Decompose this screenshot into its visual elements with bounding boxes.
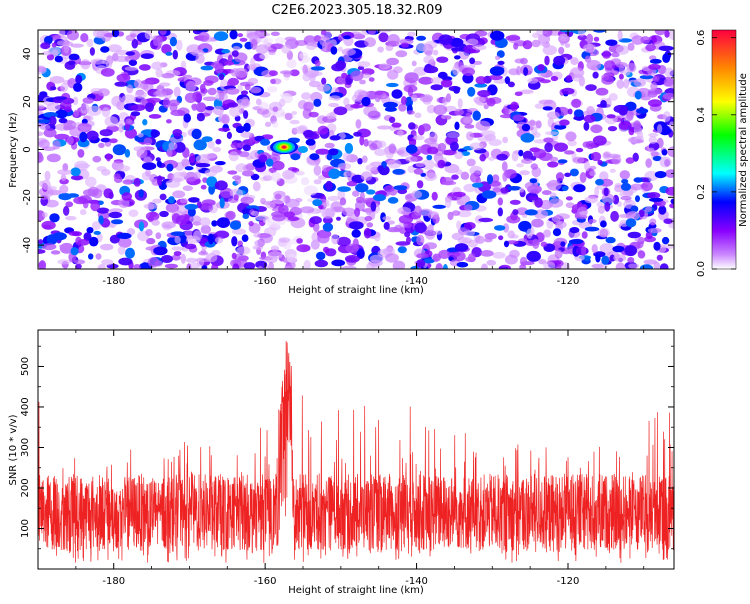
spectrogram-peak — [270, 140, 299, 155]
y-tick-label: 200 — [20, 478, 31, 497]
colorbar-ticks: 0.0 0.2 0.4 0.6 — [696, 30, 736, 277]
x-tick-label: -160 — [254, 576, 277, 587]
y-tick: 200 — [20, 478, 674, 498]
figure-title: C2E6.2023.305.18.32.R09 — [271, 3, 442, 18]
y-tick-label: -40 — [22, 237, 33, 253]
x-tick-label: -120 — [557, 576, 580, 587]
colorbar-tick: 0.0 — [696, 261, 736, 277]
snr-frame — [37, 329, 675, 570]
y-tick: -20 — [22, 189, 674, 205]
spectrogram-y-axis-label: Frequency (Hz) — [8, 112, 19, 188]
y-tick: 100 — [20, 519, 674, 538]
x-tick-label: -140 — [405, 276, 428, 287]
x-tick-label: -140 — [405, 576, 428, 587]
y-tick: 20 — [22, 95, 674, 108]
snr-x-ticks: -180 -160 -140 -120 — [37, 330, 645, 587]
y-tick: 300 — [20, 438, 674, 457]
y-tick: -40 — [22, 237, 674, 253]
colorbar-label: Normalized spectral amplitude — [738, 73, 749, 227]
x-tick: -140 — [405, 330, 428, 587]
x-tick-label: -120 — [557, 276, 580, 287]
y-tick: 500 — [20, 357, 674, 376]
x-tick-label: -180 — [102, 276, 125, 287]
y-tick-label: -20 — [22, 189, 33, 205]
spectrogram-cells — [38, 30, 674, 269]
snr-series-line — [38, 340, 674, 563]
colorbar-tick-label: 0.6 — [696, 30, 707, 46]
x-tick-label: -180 — [102, 576, 125, 587]
x-tick: -160 — [254, 30, 277, 287]
colorbar-tick: 0.2 — [696, 184, 736, 200]
x-tick: -120 — [557, 30, 580, 287]
x-tick: -180 — [102, 330, 125, 587]
y-tick-label: 100 — [20, 519, 31, 538]
colorbar-tick: 0.6 — [696, 30, 736, 46]
spectrogram-x-ticks: -180 -160 -140 -120 — [37, 30, 645, 287]
snr-panel: -180 -160 -140 -120 100 200 300 400 500 Height … — [8, 329, 675, 596]
y-tick-label: 0 — [22, 146, 33, 152]
snr-x-axis-label: Height of straight line (km) — [288, 585, 424, 596]
snr-y-axis-label: SNR (10 * v/v) — [8, 414, 19, 485]
spectrogram-y-ticks: -40 -20 0 20 40 — [22, 29, 674, 270]
x-tick-label: -160 — [254, 276, 277, 287]
x-tick: -120 — [557, 330, 580, 587]
y-tick: 400 — [20, 397, 674, 417]
x-tick: -160 — [254, 330, 277, 587]
colorbar-tick: 0.4 — [696, 107, 736, 123]
y-tick-label: 400 — [20, 397, 31, 416]
y-tick-label: 300 — [20, 438, 31, 457]
colorbar-frame — [711, 29, 737, 270]
colorbar-tick-label: 0.4 — [696, 107, 707, 123]
snr-y-ticks: 100 200 300 400 500 — [20, 345, 674, 550]
spectrogram-panel: -180 -160 -140 -120 -40 -20 0 20 40 Height of s… — [8, 29, 749, 296]
y-tick-label: 500 — [20, 357, 31, 376]
colorbar-tick-label: 0.2 — [696, 184, 707, 200]
colorbar — [712, 30, 736, 269]
x-tick: -180 — [102, 30, 125, 287]
colorbar-tick-label: 0.0 — [696, 261, 707, 277]
y-tick-label: 20 — [22, 95, 33, 108]
y-tick: 40 — [22, 48, 674, 61]
y-tick-label: 40 — [22, 48, 33, 61]
spectrogram-x-axis-label: Height of straight line (km) — [288, 285, 424, 296]
x-tick: -140 — [405, 30, 428, 287]
y-tick: 0 — [22, 146, 674, 153]
